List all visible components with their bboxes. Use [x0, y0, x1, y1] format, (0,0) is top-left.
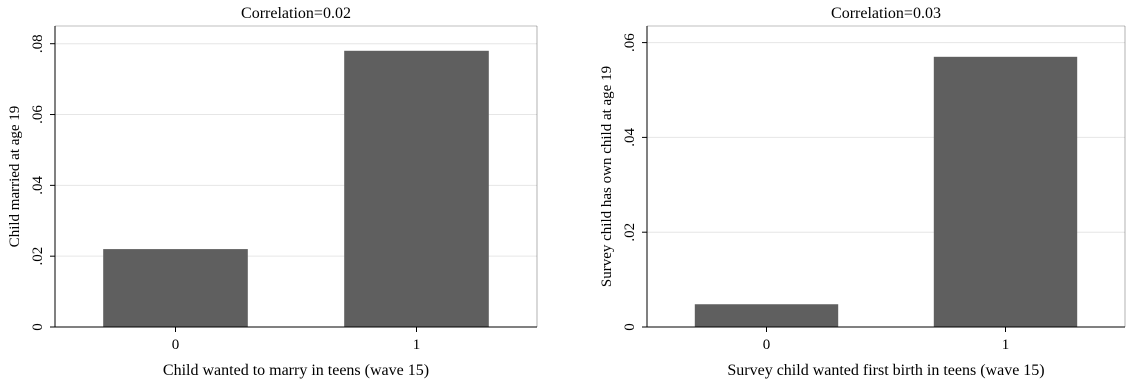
y-axis-title: Survey child has own child at age 19 — [599, 66, 615, 287]
y-tick-label: 0 — [622, 323, 638, 331]
bar-1 — [344, 50, 489, 327]
x-tick-label: 1 — [413, 337, 421, 353]
y-tick-label: 0 — [30, 323, 46, 331]
x-axis-title: Child wanted to marry in teens (wave 15) — [163, 362, 429, 379]
y-tick-label: .02 — [622, 223, 638, 242]
x-tick-label: 1 — [1002, 337, 1010, 353]
y-tick-label: .06 — [622, 33, 638, 52]
bar-0 — [103, 249, 248, 327]
x-axis-title: Survey child wanted first birth in teens… — [727, 362, 1044, 379]
chart-title: Correlation=0.02 — [241, 5, 351, 22]
bar-1 — [933, 56, 1078, 327]
y-tick-label: .04 — [30, 175, 46, 194]
y-tick-label: .08 — [30, 34, 46, 53]
chart-1: 0 1 0 .02 .04 .06 .08 Child married at age 19 Ch… — [7, 5, 538, 379]
chart-title: Correlation=0.03 — [831, 5, 941, 22]
y-tick-label: .06 — [30, 105, 46, 124]
y-tick-label: .04 — [622, 128, 638, 147]
x-tick-label: 0 — [172, 337, 180, 353]
x-tick-label: 0 — [763, 337, 771, 353]
bar-0 — [694, 304, 839, 327]
y-axis-title: Child married at age 19 — [7, 106, 23, 248]
chart-2: 0 1 0 .02 .04 .06 Survey child has own child a… — [599, 5, 1126, 379]
y-tick-label: .02 — [30, 247, 46, 266]
